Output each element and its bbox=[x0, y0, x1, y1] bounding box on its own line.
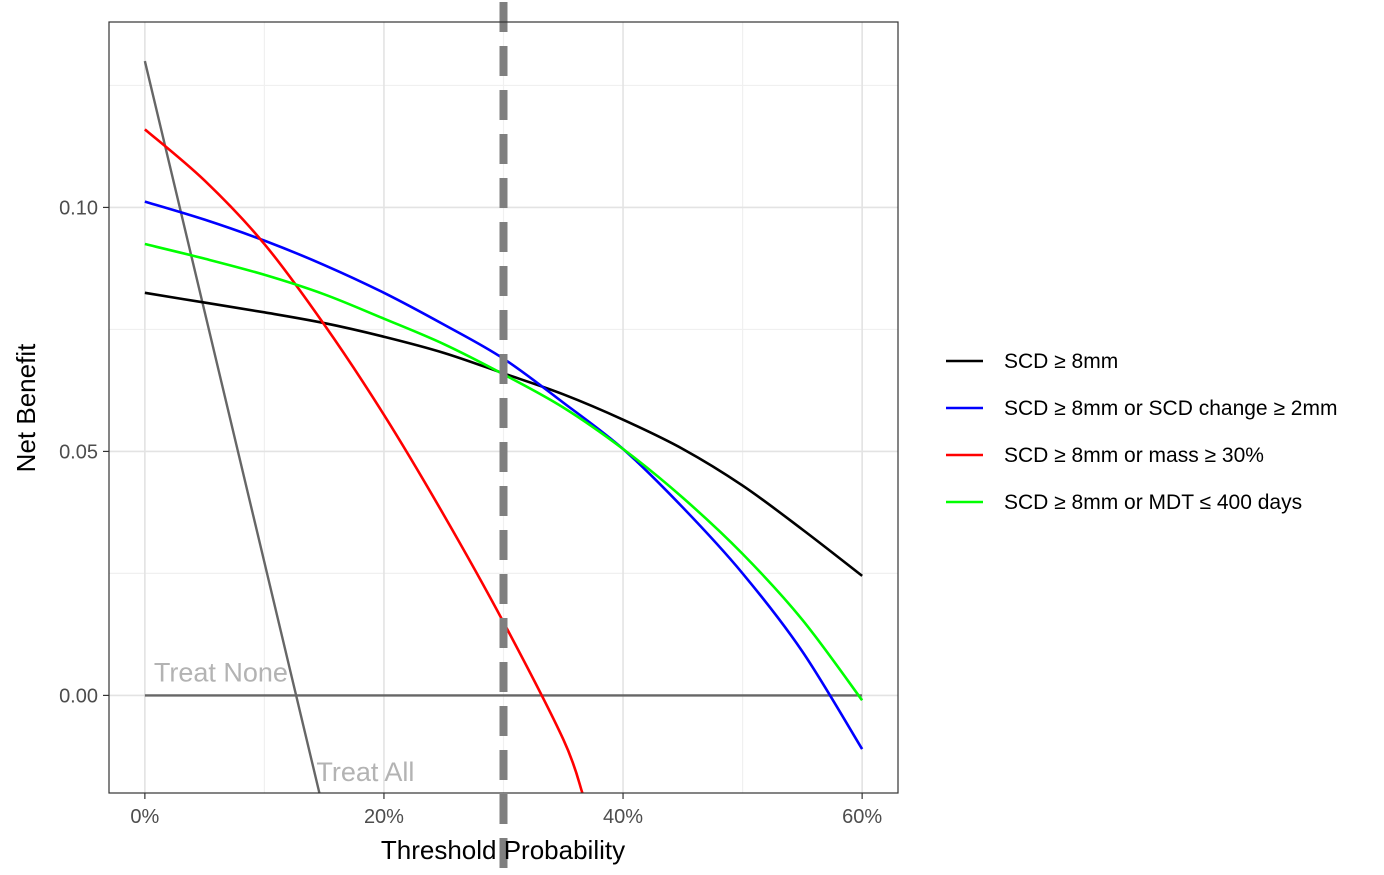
legend-label-3: SCD ≥ 8mm or mass ≥ 30% bbox=[1004, 444, 1264, 467]
y-tick-label: 0.05 bbox=[59, 441, 98, 463]
series-lines bbox=[144, 128, 864, 793]
legend-label-4: SCD ≥ 8mm or MDT ≤ 400 days bbox=[1004, 491, 1302, 514]
label-treat-all: Treat All bbox=[316, 757, 414, 787]
legend-label-2: SCD ≥ 8mm or SCD change ≥ 2mm bbox=[1004, 397, 1337, 420]
legend-label-1: SCD ≥ 8mm bbox=[1004, 350, 1118, 373]
reference-labels: Treat None Treat All bbox=[154, 657, 415, 787]
x-tick-label: 40% bbox=[603, 806, 643, 828]
x-tick-label: 20% bbox=[364, 806, 404, 828]
axes: 0% 20% 40% 60% 0.00 0.05 0.10 bbox=[59, 197, 882, 828]
label-treat-none: Treat None bbox=[154, 657, 288, 687]
series-line-1 bbox=[144, 291, 863, 577]
series-line-4 bbox=[144, 242, 864, 702]
x-tick-label: 60% bbox=[842, 806, 882, 828]
x-tick-label: 0% bbox=[130, 806, 159, 828]
y-tick-label: 0.00 bbox=[59, 685, 98, 707]
x-axis-title: Threshold Probability bbox=[381, 835, 625, 865]
y-tick-label: 0.10 bbox=[59, 197, 98, 219]
legend: SCD ≥ 8mm SCD ≥ 8mm or SCD change ≥ 2mm SC… bbox=[946, 350, 1337, 514]
y-axis-title: Net Benefit bbox=[11, 343, 41, 472]
plot-panel-border bbox=[108, 21, 899, 794]
reference-lines bbox=[143, 60, 863, 793]
series-line-2 bbox=[144, 200, 864, 750]
series-line-3 bbox=[144, 128, 584, 793]
ref-line-treat-all bbox=[143, 60, 321, 793]
